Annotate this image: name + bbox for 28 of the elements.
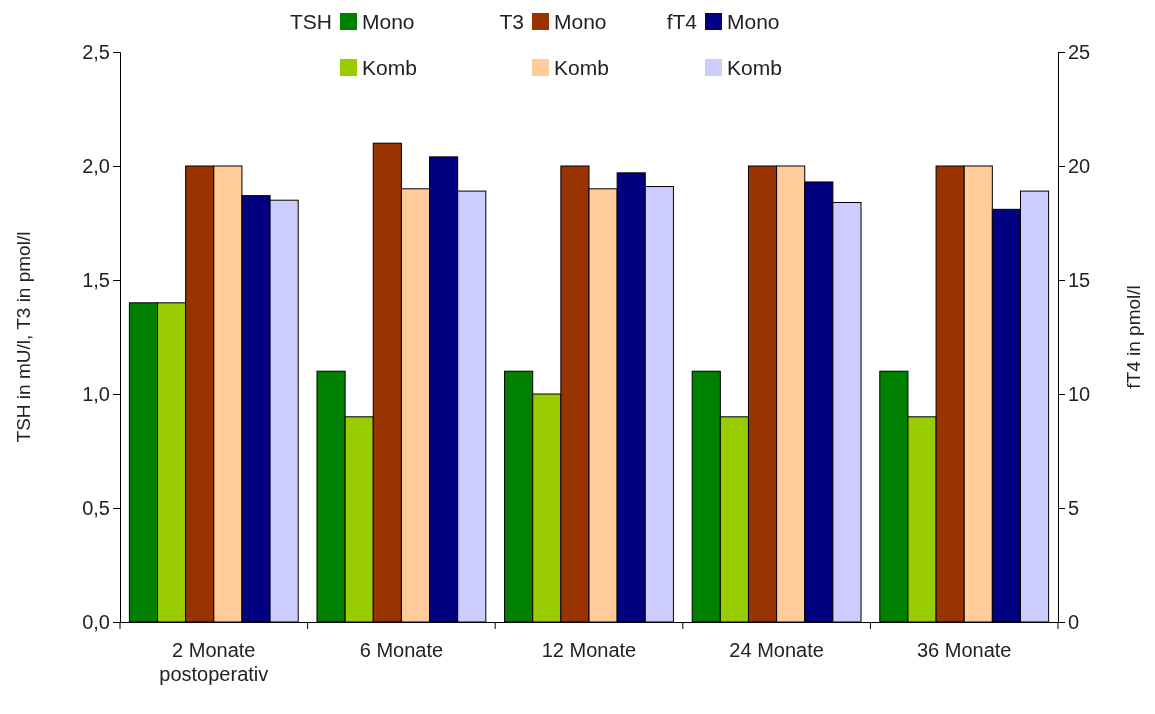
x-tick-label: 12 Monate: [541, 639, 637, 661]
legend-label: Komb: [362, 56, 417, 79]
x-tick-label: 36 Monate: [916, 639, 1012, 661]
y-tick-label: 0,0: [82, 610, 110, 633]
legend-label: Mono: [727, 10, 780, 33]
text: T3: [499, 10, 524, 33]
y-tick-label: 1,0: [82, 382, 110, 405]
y-tick-label: 1,5: [82, 268, 110, 291]
y2-tick-label: 20: [1068, 154, 1091, 177]
y-axis-title: TSH in mU/l, T3 in pmol/l: [13, 231, 34, 443]
y2-tick-label: 25: [1068, 40, 1091, 63]
legend-label: Komb: [727, 56, 782, 79]
text: TSH: [290, 10, 332, 33]
legend-label: Komb: [554, 56, 609, 79]
y-tick-label: 2,5: [82, 40, 110, 63]
legend-label: Mono: [554, 10, 607, 33]
y2-tick-label: 15: [1068, 268, 1091, 291]
x-tick-label: 2 Monate postoperativ: [159, 639, 269, 685]
y2-tick-label: 0: [1068, 610, 1080, 633]
y2-tick-label: 10: [1068, 382, 1091, 405]
x-tick-label: 24 Monate: [729, 639, 824, 661]
text: fT4: [666, 10, 698, 33]
x-tick-label: 6 Monate: [359, 639, 444, 661]
y2-tick-label: 5: [1068, 496, 1080, 519]
legend-label: Mono: [362, 10, 415, 33]
y-tick-label: 0,5: [82, 496, 110, 519]
y2-axis-title: fT4 in pmol/l: [1123, 285, 1144, 389]
y-tick-label: 2,0: [82, 154, 110, 177]
